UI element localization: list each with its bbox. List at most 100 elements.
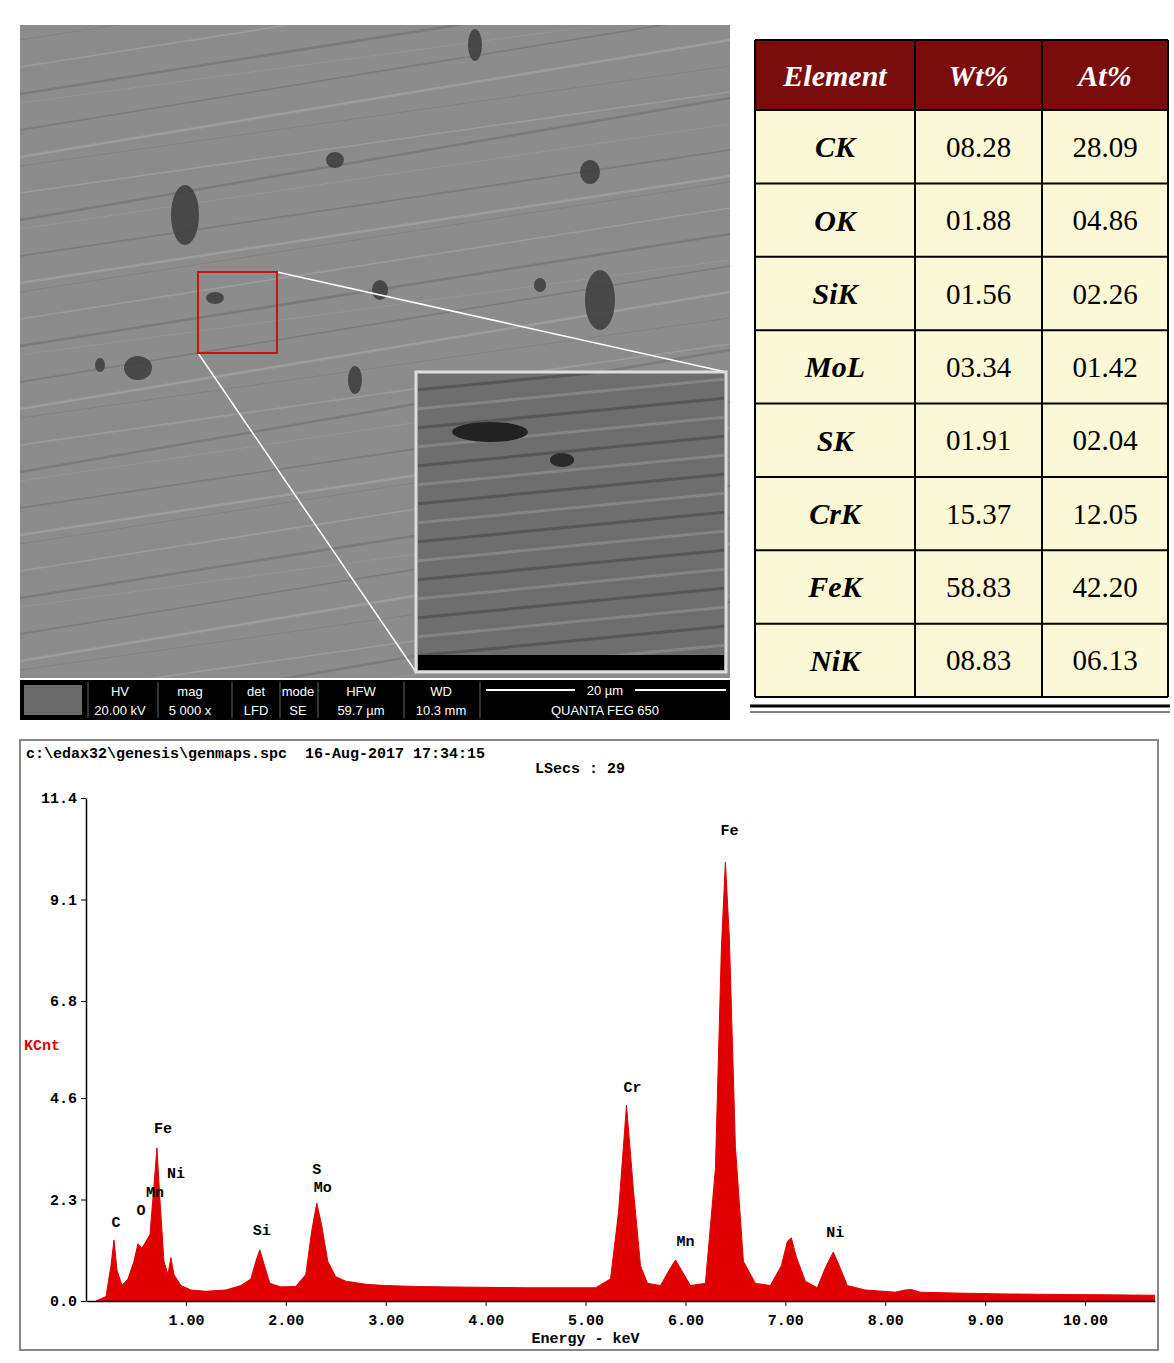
sem-streak — [20, 25, 730, 130]
tick-label: 0.0 — [50, 1294, 77, 1311]
tick: 9.1 — [50, 893, 86, 910]
table-value: 01.91 — [946, 424, 1011, 456]
table-value: 04.86 — [1072, 204, 1137, 236]
x-axis-title: Energy - keV — [531, 1331, 639, 1348]
sem-particle — [95, 358, 105, 372]
tick-mark — [685, 1301, 686, 1306]
tick-mark — [785, 1301, 786, 1306]
sem-particle — [171, 185, 199, 245]
tick-mark — [885, 1301, 886, 1306]
table-value: 12.05 — [1072, 498, 1137, 530]
tick-mark — [985, 1301, 986, 1306]
table-rule — [755, 182, 1168, 184]
info-value: 5 000 x — [169, 703, 212, 718]
tick-label: 7.00 — [768, 1313, 804, 1330]
y-axis-title: KCnt — [24, 1038, 60, 1055]
sem-streak — [20, 25, 730, 94]
inset-streak — [418, 493, 724, 523]
tick-mark — [81, 798, 86, 799]
inset-info-bar — [418, 655, 724, 670]
tick-label: 3.00 — [368, 1313, 404, 1330]
table-value: 02.26 — [1072, 278, 1137, 310]
inset-streak — [418, 374, 724, 390]
table-element: MoL — [804, 350, 865, 383]
tick-mark — [81, 1200, 86, 1201]
tick-label: 11.4 — [41, 791, 77, 808]
sem-streak — [20, 25, 730, 103]
peak-labels: COMnNiFeSiSMoCrMnFeNi — [111, 823, 844, 1251]
sem-streak — [20, 182, 730, 292]
spectrum-frame — [20, 740, 1158, 1350]
info-header: HV — [111, 684, 129, 699]
table-under-rule — [750, 705, 1170, 708]
sem-particle — [326, 152, 344, 168]
inset-streak — [418, 512, 724, 542]
axis-line — [87, 1301, 1156, 1303]
sem-streaks — [20, 25, 730, 678]
instrument: QUANTA FEG 650 — [551, 703, 659, 718]
tick-label: 2.00 — [268, 1313, 304, 1330]
info-value: SE — [289, 703, 307, 718]
tick-label: 5.00 — [568, 1313, 604, 1330]
sem-particle — [585, 270, 615, 330]
table-header-background — [755, 40, 1168, 110]
info-header: HFW — [346, 684, 376, 699]
info-value: 20.00 kV — [94, 703, 146, 718]
table-rule — [755, 329, 1168, 331]
sem-particle — [124, 356, 152, 380]
zoom-line — [277, 272, 726, 372]
table-rule — [755, 39, 1168, 41]
tick-mark — [586, 1301, 587, 1306]
spectrum-area — [96, 862, 1155, 1301]
sem-info-bar: HVmagdetmodeHFWWD20.00 kV5 000 xLFDSE59.… — [20, 680, 730, 720]
tick: 1.00 — [168, 1301, 204, 1330]
tick-label: 2.3 — [50, 1193, 77, 1210]
table-value: 01.88 — [946, 204, 1011, 236]
tick-mark — [81, 1001, 86, 1002]
sem-particle — [206, 292, 224, 304]
table-rule — [755, 476, 1168, 478]
tick-label: 9.1 — [50, 893, 77, 910]
tick: 11.4 — [41, 791, 86, 808]
inset-streak — [418, 626, 724, 656]
info-separator — [158, 682, 159, 718]
tick-label: 6.00 — [668, 1313, 704, 1330]
info-bar-background — [20, 680, 730, 720]
table-value: 58.83 — [946, 571, 1011, 603]
info-header: mode — [282, 684, 315, 699]
sem-streak — [20, 92, 730, 193]
info-header: det — [247, 684, 265, 699]
inset-streak — [418, 531, 724, 561]
tick: 7.00 — [768, 1301, 804, 1330]
scale-label-bg — [575, 683, 635, 697]
tick-mark — [286, 1301, 287, 1306]
tick: 9.00 — [968, 1301, 1004, 1330]
sem-streak — [20, 98, 730, 220]
sem-streak — [20, 234, 730, 346]
info-value: 59.7 µm — [337, 703, 384, 718]
table-element: SK — [817, 424, 856, 457]
info-separator — [280, 682, 281, 718]
tick: 4.00 — [468, 1301, 504, 1330]
info-separator — [88, 682, 89, 718]
tick: 2.3 — [50, 1193, 86, 1210]
inset-streak — [418, 588, 724, 618]
inset-streak — [418, 607, 724, 637]
axis-line — [86, 799, 88, 1302]
inset-streak — [418, 379, 724, 409]
info-value: 10.3 mm — [416, 703, 467, 718]
tick-mark — [81, 1301, 86, 1302]
chart-subtitle: LSecs : 29 — [535, 761, 625, 778]
info-header: mag — [177, 684, 202, 699]
table-value: 08.83 — [946, 644, 1011, 676]
sem-streak — [20, 176, 730, 283]
peak-label: Si — [253, 1223, 271, 1240]
tick-mark — [81, 1098, 86, 1099]
info-separator — [232, 682, 233, 718]
inset-streak — [418, 474, 724, 504]
tick-mark — [81, 899, 86, 900]
figure: HVmagdetmodeHFWWD20.00 kV5 000 xLFDSE59.… — [0, 0, 1174, 1363]
table-value: 15.37 — [946, 498, 1011, 530]
table-value: 01.42 — [1072, 351, 1137, 383]
tick-mark — [386, 1301, 387, 1306]
